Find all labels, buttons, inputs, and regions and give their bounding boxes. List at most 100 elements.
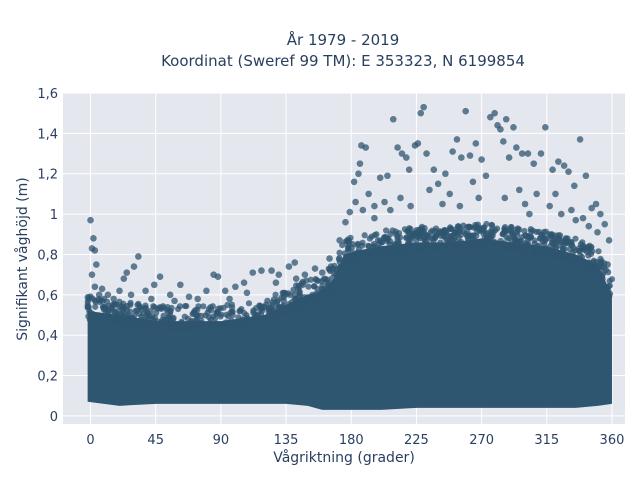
fringe-point [272,291,279,298]
fringe-point [178,318,185,325]
y-axis-label: Signifikant våghöjd (m) [14,177,31,340]
fringe-point [464,245,471,252]
x-tick-label: 360 [600,433,625,448]
fringe-point [278,294,285,301]
x-tick-label: 135 [274,433,299,448]
scatter-point [177,281,184,289]
scatter-point [342,218,349,226]
fringe-point [147,307,154,315]
fringe-point [222,319,230,326]
scatter-point [605,237,613,244]
scatter-point [381,198,388,206]
fringe-point [597,255,604,263]
scatter-point [407,202,414,210]
fringe-point [280,310,287,317]
fringe-point [270,296,278,303]
fringe-point [336,249,343,256]
fringe-point [217,313,224,320]
fringe-point [339,241,346,249]
fringe-point [223,311,230,318]
fringe-point [344,257,351,264]
fringe-point [455,241,462,248]
fringe-point [394,233,401,240]
fringe-point [604,284,611,291]
scatter-point [326,255,333,262]
fringe-point [367,250,374,257]
fringe-point [417,247,424,254]
scatter-point [449,148,456,155]
fringe-point [421,225,428,232]
fringe-point [488,221,495,229]
fringe-point [193,316,200,323]
scatter-point [346,208,354,216]
scatter-point [572,216,580,224]
scatter-point [537,150,545,157]
fringe-point [168,325,175,332]
scatter-point [268,267,275,274]
scatter-point [371,202,378,210]
fringe-point [326,266,333,273]
fringe-point [182,302,189,310]
scatter-point [597,210,604,218]
x-axis-ticks: 0 45 90 135 180 225 270 315 360 [86,433,624,448]
fringe-point [151,324,158,331]
fringe-point [491,238,498,245]
fringe-point [568,239,575,246]
fringe-point [528,228,535,235]
fringe-point [156,305,163,312]
scatter-point [582,172,590,180]
scatter-point [301,271,309,278]
fringe-point [534,243,541,250]
scatter-point [524,150,532,157]
fringe-point [319,288,326,295]
scatter-point [359,206,367,214]
scatter-point [123,269,131,276]
fringe-point [283,291,290,298]
y-tick-label: 0,4 [37,329,58,344]
scatter-point [434,180,442,188]
fringe-point [244,315,251,322]
fringe-point [311,283,318,290]
scatter-point [110,295,117,303]
scatter-point [453,136,461,143]
scatter-point [394,144,401,151]
fringe-point [514,242,521,249]
x-tick-label: 180 [339,433,364,448]
fringe-point [365,242,372,249]
fringe-point [192,307,199,314]
fringe-point [256,316,264,323]
x-tick-label: 315 [534,433,559,448]
fringe-point [570,258,577,265]
scatter-point [462,107,469,115]
fringe-point [425,233,433,240]
fringe-point [185,323,192,330]
fringe-point [542,228,549,235]
fringe-point [554,238,561,245]
fringe-point [92,303,99,310]
fringe-point [361,232,368,239]
scatter-point [232,283,239,291]
y-tick-label: 1,6 [37,87,58,102]
fringe-point [307,276,314,283]
fringe-point [502,228,509,235]
fringe-point [236,308,243,315]
fringe-point [336,254,343,262]
fringe-point [371,231,378,239]
y-tick-label: 1,4 [37,127,58,142]
fringe-point [117,303,124,310]
fringe-point [172,321,179,328]
scatter-point [546,202,553,210]
scatter-point [214,273,222,280]
scatter-point [526,210,533,218]
scatter-points [87,103,613,305]
y-tick-label: 0,8 [37,248,58,263]
scatter-point [98,285,106,293]
fringe-point [102,315,109,323]
scatter-point [389,115,397,123]
fringe-point [270,306,277,313]
scatter-point [249,269,257,276]
fringe-point [291,296,298,303]
scatter-point [398,150,406,157]
fringe-point [479,227,486,234]
x-tick-label: 270 [469,433,494,448]
